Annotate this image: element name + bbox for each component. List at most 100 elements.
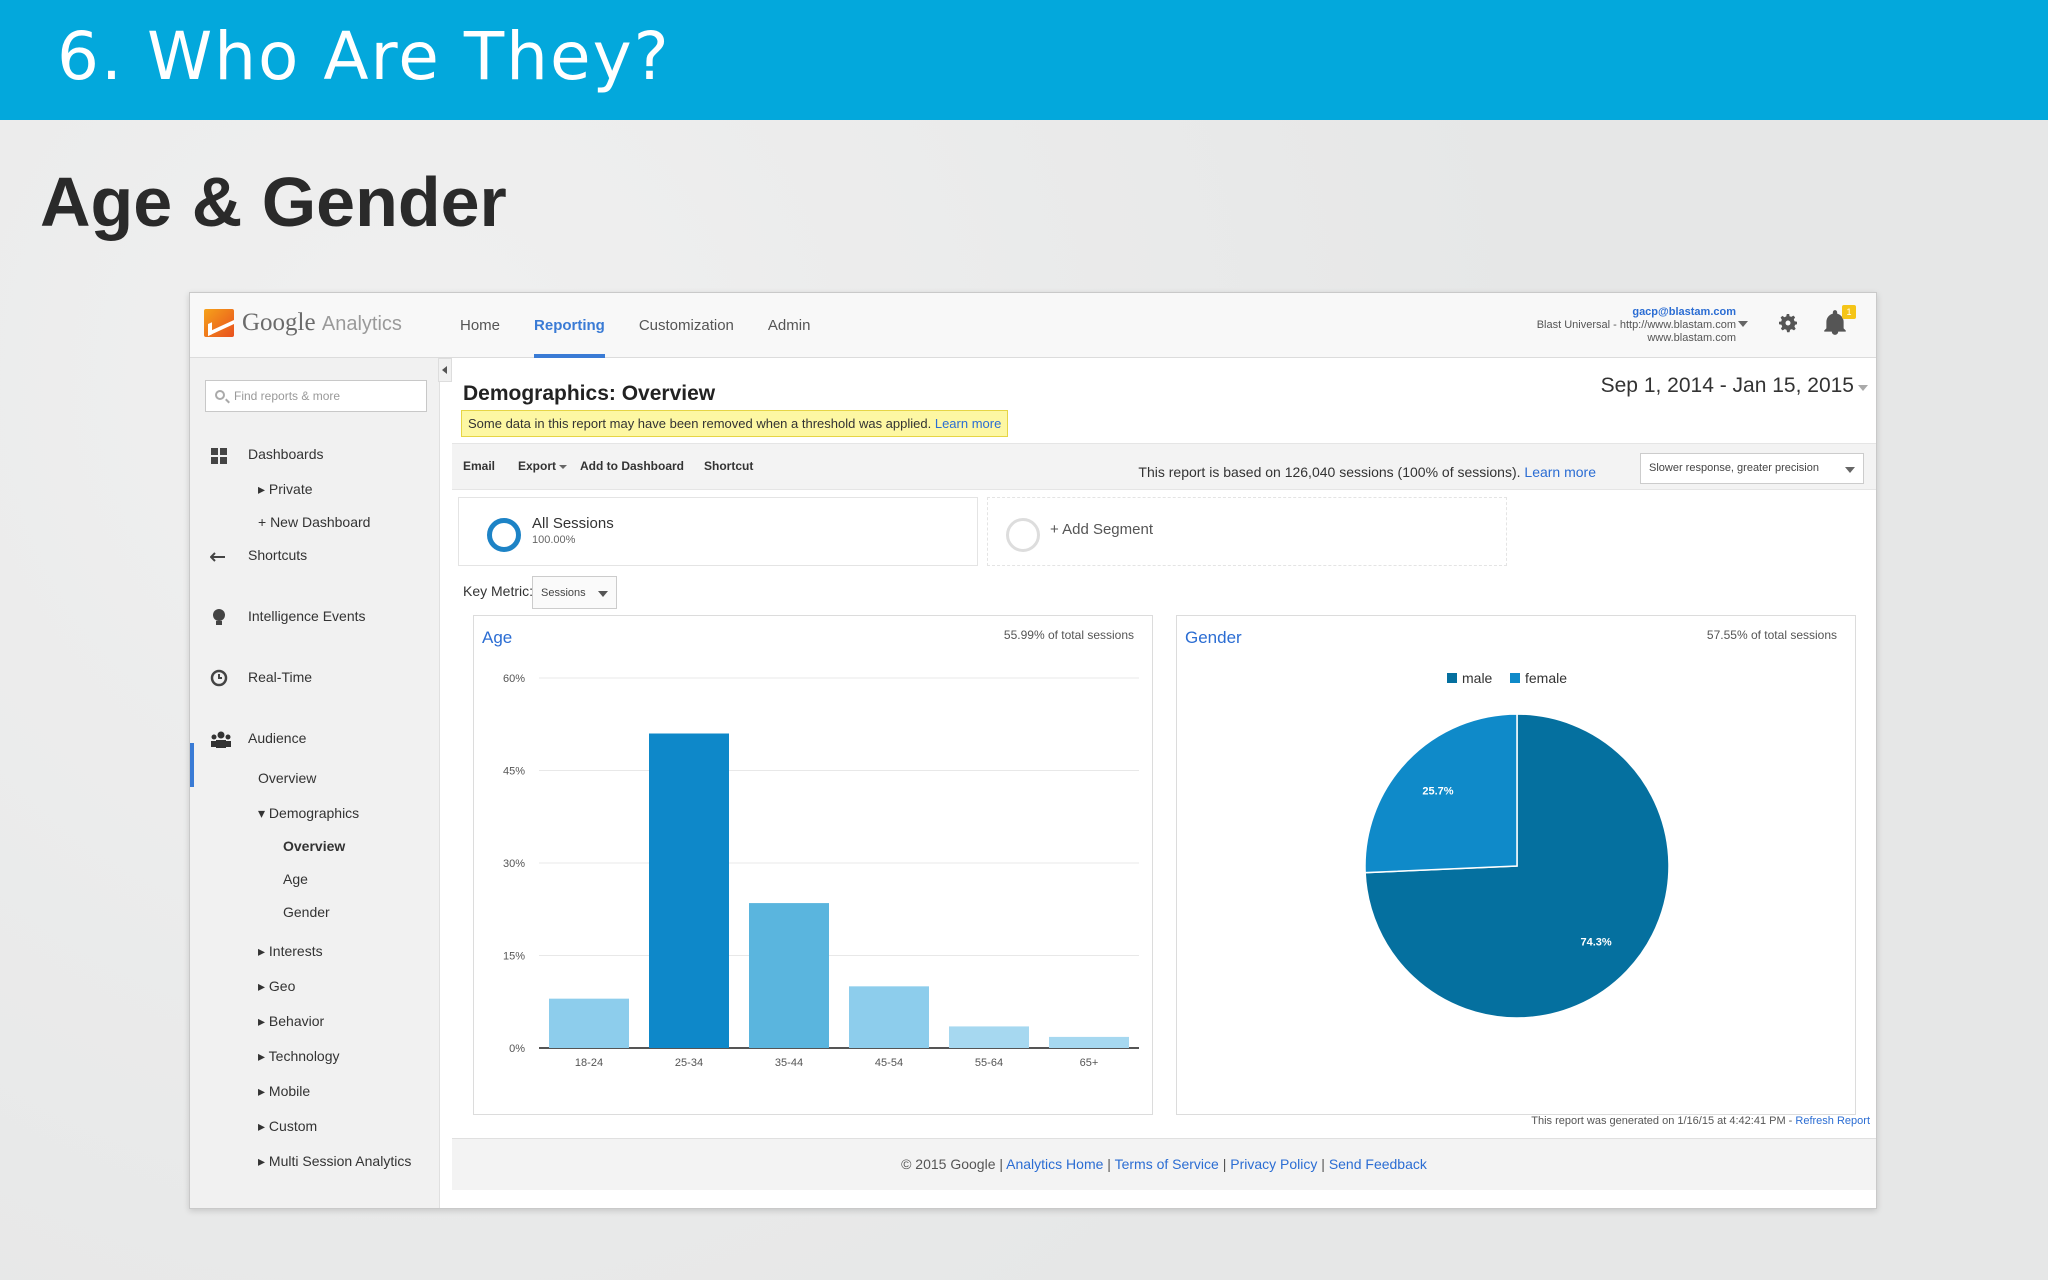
sidebar-item-overview[interactable]: Overview — [258, 770, 317, 786]
collapse-sidebar-button[interactable] — [438, 358, 452, 382]
ga-logo[interactable]: Google Analytics — [204, 309, 402, 337]
sidebar-item-mobile[interactable]: ▸ Mobile — [258, 1083, 311, 1099]
report-main: Demographics: Overview Sep 1, 2014 - Jan… — [452, 358, 1876, 1208]
sidebar-item-technology[interactable]: ▸ Technology — [258, 1048, 340, 1064]
age-bar-25-34 — [649, 733, 729, 1048]
x-tick-label: 18-24 — [575, 1057, 603, 1069]
y-tick-label: 30% — [503, 858, 525, 870]
footer-link-privacy[interactable]: Privacy Policy — [1230, 1156, 1318, 1172]
nav-admin[interactable]: Admin — [767, 317, 811, 334]
precision-caret-icon — [1845, 467, 1855, 473]
slide-subtitle: Age & Gender — [40, 163, 507, 241]
age-panel-note: 55.99% of total sessions — [1003, 628, 1134, 642]
age-panel-title: Age — [482, 628, 513, 647]
sessions-learn-more-link[interactable]: Learn more — [1524, 464, 1596, 480]
refresh-report-link[interactable]: Refresh Report — [1795, 1115, 1870, 1127]
x-tick-label: 55-64 — [975, 1057, 1003, 1069]
footer-link-feedback[interactable]: Send Feedback — [1328, 1156, 1427, 1172]
x-tick-label: 65+ — [1080, 1057, 1099, 1069]
key-metric-select[interactable]: Sessions — [532, 576, 617, 609]
notice-learn-more-link[interactable]: Learn more — [934, 416, 1002, 431]
pie-data-label-male: 74.3% — [1580, 937, 1611, 949]
age-bar-45-54 — [849, 986, 929, 1048]
segment-all-sessions[interactable]: All Sessions 100.00% — [458, 497, 978, 566]
gear-icon[interactable] — [1776, 311, 1800, 335]
logo-analytics: Analytics — [321, 313, 402, 335]
dashboards-icon — [211, 448, 227, 464]
gender-panel: Gender 57.55% of total sessions male fema… — [1176, 615, 1856, 1115]
email-button[interactable]: Email — [463, 459, 496, 473]
key-metric-label: Key Metric: — [463, 583, 534, 599]
sidebar-item-demographics[interactable]: ▾ Demographics — [258, 805, 360, 821]
sidebar-item-realtime[interactable]: Real-Time — [248, 669, 313, 685]
add-to-dashboard-button[interactable]: Add to Dashboard — [580, 459, 684, 473]
sidebar-item-shortcuts[interactable]: Shortcuts — [248, 547, 308, 563]
gender-panel-note: 57.55% of total sessions — [1706, 628, 1837, 642]
export-button[interactable]: Export — [518, 459, 568, 473]
nav-home[interactable]: Home — [460, 317, 501, 334]
threshold-notice: Some data in this report may have been r… — [461, 410, 1009, 437]
age-bar-18-24 — [549, 998, 629, 1048]
logo-google: Google — [242, 309, 316, 336]
footer-copyright: © 2015 Google — [901, 1156, 996, 1172]
age-bar-35-44 — [749, 903, 829, 1048]
nav-reporting[interactable]: Reporting — [534, 293, 605, 358]
clock-icon — [210, 669, 228, 687]
footer-link-terms[interactable]: Terms of Service — [1114, 1156, 1219, 1172]
ga-footer: © 2015 Google | Analytics Home | Terms o… — [452, 1138, 1876, 1190]
sidebar-item-demo-overview[interactable]: Overview — [283, 838, 346, 854]
bell-icon[interactable] — [1822, 309, 1848, 337]
y-tick-label: 0% — [509, 1043, 525, 1055]
ga-header: Google Analytics Home Reporting Customiz… — [190, 293, 1876, 358]
add-segment-button[interactable]: + Add Segment — [987, 497, 1507, 566]
segment-circle-icon — [487, 518, 521, 552]
date-range-picker[interactable]: Sep 1, 2014 - Jan 15, 2015 — [1600, 374, 1854, 397]
sessions-note: This report is based on 126,040 sessions… — [1138, 464, 1596, 480]
sidebar-item-geo[interactable]: ▸ Geo — [258, 978, 296, 994]
sidebar-item-behavior[interactable]: ▸ Behavior — [258, 1013, 325, 1029]
shortcuts-icon — [210, 552, 225, 562]
legend-swatch-male — [1447, 673, 1457, 683]
sidebar-item-custom[interactable]: ▸ Custom — [258, 1118, 318, 1134]
sidebar-item-demo-age[interactable]: Age — [283, 871, 308, 887]
legend-swatch-female — [1510, 673, 1520, 683]
age-bar-55-64 — [949, 1026, 1029, 1048]
export-caret-icon — [559, 464, 568, 469]
account-email: gacp@blastam.com — [1632, 306, 1736, 318]
footer-link-analytics-home[interactable]: Analytics Home — [1006, 1156, 1104, 1172]
pie-data-label-female: 25.7% — [1422, 785, 1453, 797]
sidebar-item-intelligence[interactable]: Intelligence Events — [248, 608, 366, 624]
search-placeholder: Find reports & more — [234, 389, 341, 403]
sidebar: Find reports & more Dashboards ▸ Private… — [190, 358, 440, 1208]
sidebar-item-private[interactable]: ▸ Private — [258, 481, 313, 497]
analytics-logo-icon — [204, 309, 234, 337]
x-tick-label: 25-34 — [675, 1057, 703, 1069]
analytics-screenshot: Google Analytics Home Reporting Customiz… — [189, 292, 1877, 1209]
sidebar-item-audience[interactable]: Audience — [248, 730, 307, 746]
account-caret-icon[interactable] — [1738, 321, 1748, 327]
account-property: Blast Universal - http://www.blastam.com — [1536, 319, 1736, 331]
search-icon — [215, 390, 225, 400]
sidebar-item-demo-gender[interactable]: Gender — [283, 904, 330, 920]
add-segment-label: + Add Segment — [1050, 521, 1153, 538]
pie-slice-female — [1364, 713, 1518, 874]
search-input[interactable]: Find reports & more — [205, 380, 427, 412]
gender-panel-title: Gender — [1185, 628, 1242, 647]
nav-customization[interactable]: Customization — [638, 317, 734, 334]
sidebar-item-interests[interactable]: ▸ Interests — [258, 943, 323, 959]
account-selector[interactable]: gacp@blastam.com Blast Universal - http:… — [1537, 306, 1736, 345]
age-bar-65+ — [1049, 1036, 1129, 1048]
key-metric-caret-icon — [598, 591, 608, 597]
shortcut-button[interactable]: Shortcut — [704, 459, 754, 473]
y-tick-label: 45% — [503, 766, 525, 778]
empty-segment-icon — [1006, 518, 1040, 552]
y-tick-label: 15% — [503, 951, 525, 963]
date-caret-icon[interactable] — [1858, 385, 1868, 391]
active-section-indicator — [190, 743, 194, 787]
slide-title: 6. Who Are They? — [57, 18, 671, 95]
report-title: Demographics: Overview — [463, 382, 716, 405]
sidebar-item-new-dashboard[interactable]: + New Dashboard — [258, 514, 371, 530]
sidebar-item-multi-session[interactable]: ▸ Multi Session Analytics — [258, 1153, 412, 1169]
sidebar-item-dashboards[interactable]: Dashboards — [248, 446, 324, 462]
precision-select[interactable]: Slower response, greater precision — [1640, 453, 1864, 484]
